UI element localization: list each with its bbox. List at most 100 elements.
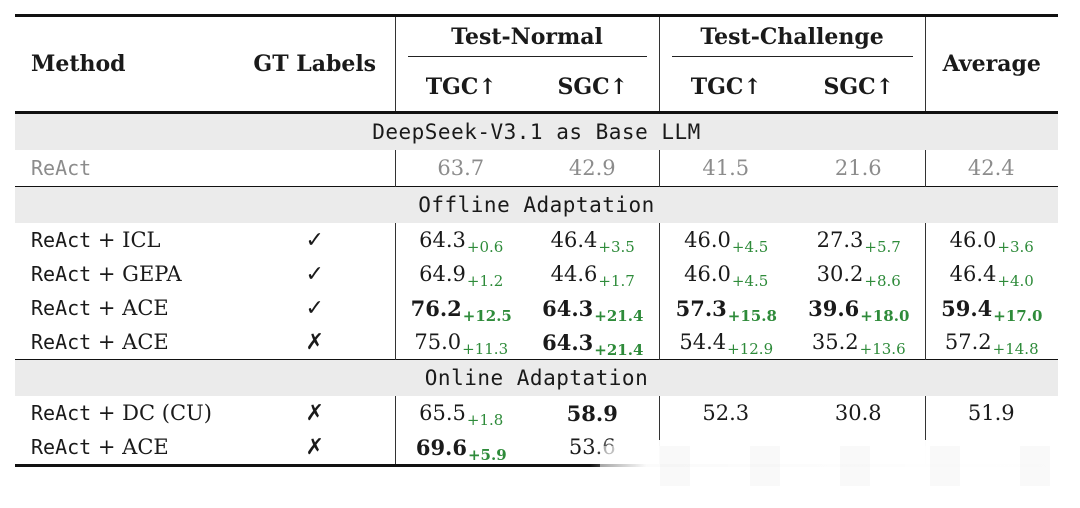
score-delta: +4.0 [997, 272, 1034, 290]
table-row: ReAct + ICL ✓ 64.3+0.6 46.4+3.5 46.0+4.5 27.3… [15, 223, 1059, 257]
score-value: 30.8 [834, 401, 882, 425]
score-value: 39.6 [808, 295, 860, 321]
score-delta: +12.5 [462, 306, 512, 325]
score-cell: 46.4+3.5 [527, 223, 659, 257]
score-cell: 57.3+15.8 [658, 291, 794, 325]
method-cell: ReAct + ICL [15, 223, 235, 257]
score-delta: +17.0 [993, 306, 1043, 325]
score-value: 52.3 [702, 401, 750, 425]
score-cell: 42.4 [924, 150, 1059, 187]
score-value: 42.9 [568, 156, 616, 180]
score-cell: 27.3+5.7 [793, 223, 925, 257]
score-cell: 46.0+4.5 [658, 223, 794, 257]
method-cell: ReAct + DC (CU) [15, 396, 235, 430]
score-cell: 30.8 [793, 396, 925, 430]
score-value: 58.9 [566, 400, 618, 426]
score-cell: 54.4+12.9 [658, 325, 794, 360]
method-cell: ReAct + ACE [15, 430, 235, 467]
score-cell: 57.2+14.8 [924, 325, 1059, 360]
method-name: ReAct [31, 401, 92, 425]
table-row: ReAct + DC (CU) ✗ 65.5+1.8 58.9 52.3 30.8 51.9 [15, 396, 1059, 430]
score-delta: +1.7 [598, 272, 635, 290]
score-cell: 46.0+4.5 [658, 257, 794, 291]
score-cell: 65.5+1.8 [394, 396, 527, 430]
score-value: 65.5 [419, 401, 466, 425]
score-delta: +5.9 [467, 445, 507, 464]
section-label: Offline Adaptation [15, 186, 1059, 223]
table-row: ReAct + ACE ✗ 75.0+11.3 64.3+21.4 54.4+12.9 3… [15, 325, 1059, 360]
method-name: ReAct [31, 296, 92, 320]
header-challenge-sgc: SGC↑ [823, 74, 895, 100]
table-row: ReAct + GEPA ✓ 64.9+1.2 44.6+1.7 46.0+4.5 30.… [15, 257, 1059, 291]
score-value: 57.2 [944, 330, 992, 354]
method-name: ReAct [31, 228, 92, 252]
score-cell: 21.6 [793, 150, 925, 187]
image-fade-stripes [600, 446, 1060, 486]
gt-label-mark: ✓ [305, 261, 324, 287]
score-delta: +1.8 [466, 411, 504, 429]
score-cell: 35.2+13.6 [793, 325, 925, 360]
score-value: 35.2 [811, 330, 859, 354]
score-value: 21.6 [834, 156, 882, 180]
score-delta: +11.3 [462, 340, 509, 358]
method-suffix: + ACE [91, 330, 169, 354]
gt-label-mark: ✓ [305, 227, 324, 253]
section-label: DeepSeek-V3.1 as Base LLM [15, 111, 1059, 150]
header-normal-sgc: SGC↑ [557, 74, 629, 100]
score-value: 46.4 [949, 262, 997, 286]
header-average: Average [924, 14, 1059, 113]
score-value: 63.7 [437, 156, 485, 180]
table-row: ReAct 63.7 42.9 41.5 21.6 42.4 [15, 150, 1059, 187]
score-value: 64.3 [542, 295, 594, 321]
score-cell: 64.3+21.4 [527, 291, 659, 325]
score-value: 64.9 [419, 262, 466, 286]
score-delta: +1.2 [466, 272, 504, 290]
score-value: 75.0 [414, 330, 462, 354]
header-method: Method [15, 14, 235, 113]
method-suffix: + GEPA [91, 262, 182, 286]
score-value: 57.3 [675, 295, 727, 321]
method-cell: ReAct [15, 150, 235, 187]
score-cell: 30.2+8.6 [793, 257, 925, 291]
score-delta: +5.7 [864, 238, 901, 256]
score-delta: +21.4 [594, 306, 644, 325]
score-cell: 51.9 [924, 396, 1059, 430]
score-value: 46.0 [949, 228, 997, 252]
gt-label-mark [235, 150, 395, 187]
score-cell: 58.9 [527, 396, 659, 430]
gt-label-mark: ✓ [305, 295, 324, 321]
method-name: ReAct [31, 435, 92, 459]
score-value: 46.4 [550, 228, 598, 252]
score-value: 64.3 [542, 329, 594, 355]
score-delta: +4.5 [731, 272, 769, 290]
score-cell: 64.9+1.2 [394, 257, 527, 291]
method-suffix: + ICL [91, 228, 161, 252]
score-cell: 46.0+3.6 [924, 223, 1059, 257]
score-delta: +21.4 [594, 340, 644, 359]
gt-label-mark: ✗ [305, 329, 324, 355]
score-value: 46.0 [684, 262, 731, 286]
score-cell: 41.5 [658, 150, 794, 187]
table-body: DeepSeek-V3.1 as Base LLM ReAct 63.7 42.9 41… [15, 111, 1059, 467]
score-cell: 64.3+21.4 [527, 325, 659, 360]
method-suffix: + DC (CU) [91, 401, 212, 425]
results-table: Method GT Labels Test-Normal Test-Challe… [15, 14, 1059, 467]
score-cell: 52.3 [658, 396, 794, 430]
score-value: 76.2 [410, 295, 462, 321]
score-cell: 42.9 [527, 150, 659, 187]
method-suffix: + ACE [91, 435, 169, 459]
score-delta: +8.6 [864, 272, 901, 290]
score-cell: 64.3+0.6 [394, 223, 527, 257]
section-label: Online Adaptation [15, 359, 1059, 396]
score-value: 54.4 [679, 330, 727, 354]
header-gt-labels: GT Labels [235, 14, 395, 113]
score-value: 30.2 [816, 262, 864, 286]
score-cell: 69.6+5.9 [394, 430, 527, 467]
header-test-normal: Test-Normal [407, 24, 647, 57]
score-cell: 75.0+11.3 [394, 325, 527, 360]
score-value: 64.3 [419, 228, 466, 252]
score-cell: 76.2+12.5 [394, 291, 527, 325]
score-value: 42.4 [967, 156, 1015, 180]
method-name: ReAct [31, 156, 92, 180]
method-cell: ReAct + ACE [15, 325, 235, 360]
